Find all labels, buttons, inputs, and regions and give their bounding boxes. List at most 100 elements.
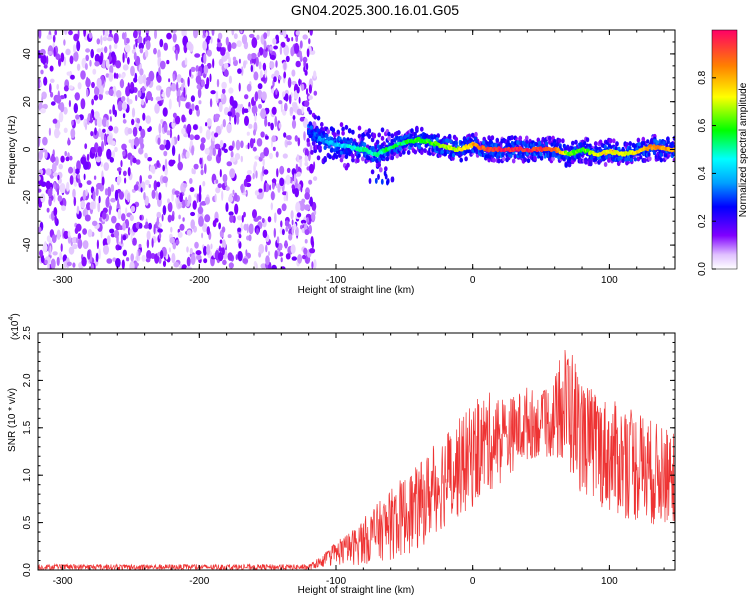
spectrogram-noise-cell <box>46 235 51 243</box>
spectrogram-noise-cell <box>300 185 303 193</box>
spectrogram-noise-cell <box>156 85 160 91</box>
spectrogram-noise-cell <box>239 103 244 109</box>
spectrogram-noise-cell <box>127 167 131 177</box>
spectrogram-noise-cell <box>86 153 90 162</box>
spectrogram-noise-cell <box>85 189 88 197</box>
spectrogram-noise-cell <box>166 59 170 65</box>
spectrogram-noise-cell <box>145 40 151 51</box>
spectrogram-noise-cell <box>85 48 91 53</box>
spectrogram-noise-cell <box>236 40 242 48</box>
spectrogram-noise-cell <box>143 192 146 201</box>
spectrogram-halo-cell <box>420 150 424 155</box>
spectrogram-noise-cell <box>285 174 291 185</box>
spectrogram-noise-cell <box>83 30 86 37</box>
spectrogram-noise-cell <box>232 56 237 62</box>
spectrogram-halo-cell <box>361 156 365 162</box>
spectrogram-noise-cell <box>214 143 221 150</box>
spectrogram-noise-cell <box>210 36 213 44</box>
spectrogram-noise-cell <box>148 126 152 132</box>
spectrogram-noise-cell <box>129 214 134 222</box>
spectrogram-halo-cell <box>390 133 395 139</box>
spectrogram-noise-cell <box>271 178 277 183</box>
spectrogram-noise-cell <box>272 146 276 152</box>
spectrogram-noise-cell <box>130 205 136 213</box>
spectrogram-noise-cell <box>150 96 154 102</box>
spectrogram-noise-cell <box>308 163 315 174</box>
spectrogram-noise-cell <box>70 74 75 80</box>
spectrogram-noise-cell <box>128 139 132 144</box>
spectrogram-noise-cell <box>228 87 234 94</box>
spectrogram-noise-cell <box>231 30 235 36</box>
spectrogram-noise-cell <box>288 229 292 235</box>
spectrogram-noise-cell <box>133 52 137 61</box>
spectrogram-band-cell <box>323 145 327 150</box>
spectrogram-noise-cell <box>69 175 74 185</box>
spectrogram-noise-cell <box>115 60 122 69</box>
spectrogram-noise-cell <box>209 73 212 83</box>
spectrogram-noise-cell <box>145 30 150 34</box>
spectrogram-noise-cell <box>256 34 260 40</box>
spectrogram-halo-cell <box>380 127 385 133</box>
spectrogram-noise-cell <box>273 45 278 50</box>
spectrogram-noise-cell <box>164 158 168 170</box>
spectrogram-noise-cell <box>132 157 137 164</box>
spectrogram-noise-cell <box>146 80 149 87</box>
spectrogram-noise-cell <box>38 188 42 193</box>
spectrogram-noise-cell <box>109 65 114 75</box>
spectrogram-noise-cell <box>197 87 202 99</box>
spectrogram-noise-cell <box>279 45 283 56</box>
spectrogram-noise-cell <box>269 61 275 70</box>
spectrogram-noise-cell <box>254 190 259 196</box>
spectrogram-noise-cell <box>220 93 224 99</box>
spectrogram-noise-cell <box>236 116 240 125</box>
spectrogram-band-cell <box>435 146 439 152</box>
spectrogram-noise-cell <box>121 73 125 79</box>
spectrogram-noise-cell <box>204 148 210 155</box>
spectrogram-noise-cell <box>190 95 195 102</box>
spectrogram-noise-cell <box>51 234 57 244</box>
spectrogram-halo-cell <box>423 148 427 154</box>
spectrogram-noise-cell <box>198 191 202 203</box>
spectrogram-noise-cell <box>38 175 41 181</box>
spectrogram-noise-cell <box>186 246 189 253</box>
spectrogram-noise-cell <box>118 73 121 79</box>
colorbar-tick-label: 0.0 <box>697 262 708 276</box>
spectrogram-noise-cell <box>175 239 180 245</box>
spectrogram-noise-cell <box>157 223 162 228</box>
spectrogram-noise-cell <box>313 259 317 269</box>
spectrogram-noise-cell <box>238 82 241 92</box>
spectrogram-noise-cell <box>214 132 219 138</box>
spectrogram-noise-cell <box>145 258 151 263</box>
snr-xtick-label: -100 <box>326 576 346 587</box>
spectrogram-noise-cell <box>274 212 277 223</box>
spectrogram-noise-cell <box>237 227 242 232</box>
spectrogram-noise-cell <box>125 86 131 97</box>
spectrogram-noise-cell <box>172 33 177 43</box>
spectrogram-noise-cell <box>310 236 314 246</box>
spectrogram-noise-cell <box>229 114 232 123</box>
spectrogram-noise-cell <box>240 155 243 163</box>
spectrogram-noise-cell <box>234 203 239 215</box>
spectrogram-noise-cell <box>273 227 276 238</box>
spectrogram-noise-cell <box>120 160 123 168</box>
spectrogram-noise-cell <box>283 195 287 202</box>
spectrogram-noise-cell <box>84 63 88 70</box>
spectrogram-noise-cell <box>285 135 292 140</box>
spectrogram-halo-cell <box>357 125 362 131</box>
spectrogram-noise-cell <box>53 182 56 190</box>
spectrogram-band-cell <box>371 157 375 163</box>
spectrogram-noise-cell <box>194 134 200 141</box>
spectrogram-noise-cell <box>90 48 94 59</box>
spectrogram-noise-cell <box>255 170 258 179</box>
spectrogram-band-cell <box>409 133 413 138</box>
spectrogram-noise-cell <box>113 43 118 50</box>
spectrogram-noise-cell <box>93 175 97 180</box>
spectrogram-noise-cell <box>170 82 177 92</box>
spectrogram-noise-cell <box>264 69 267 78</box>
spectrogram-noise-cell <box>63 106 68 115</box>
spectrogram-noise-cell <box>275 89 278 96</box>
spectrogram-noise-cell <box>296 108 302 116</box>
spectrogram-noise-cell <box>205 129 211 140</box>
spectrogram-noise-cell <box>266 30 270 37</box>
